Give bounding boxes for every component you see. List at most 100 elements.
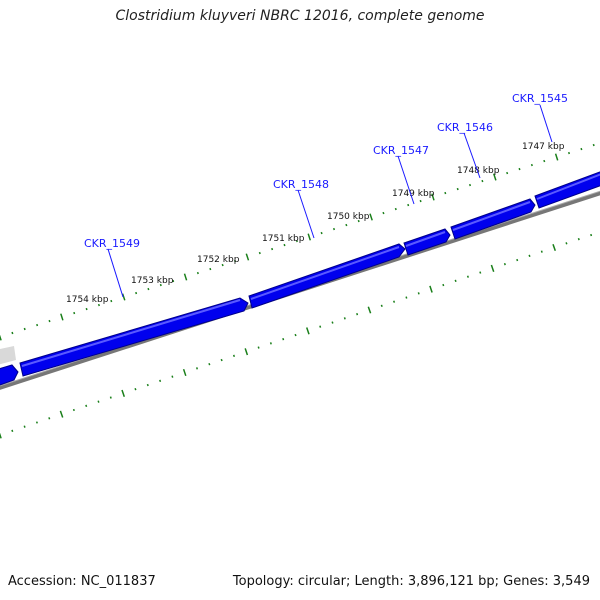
ruler-tick — [468, 183, 472, 187]
gene-label-ckr-1547[interactable]: CKR_1547 — [373, 144, 429, 157]
ruler-tick — [23, 327, 26, 331]
ruler-tick — [258, 251, 261, 255]
ruler-tick — [60, 313, 64, 321]
kbp-label-1748: 1748 kbp — [457, 166, 500, 176]
ruler-tick — [540, 250, 543, 253]
ruler-tick — [356, 312, 359, 316]
ruler-tick — [134, 387, 137, 391]
ruler-tick — [431, 193, 435, 201]
ruler-tick — [97, 303, 101, 307]
ruler-tick — [59, 410, 64, 418]
ruler-tick — [135, 291, 138, 295]
ruler-tick — [456, 187, 459, 191]
ruler-tick — [232, 354, 236, 358]
ruler-tick — [543, 159, 546, 163]
ruler-tick — [73, 311, 76, 315]
ruler-tick — [345, 223, 348, 227]
ruler-tick — [382, 211, 385, 215]
ruler-tick — [481, 179, 484, 183]
ruler-tick — [516, 258, 519, 262]
ruler-tick — [380, 304, 383, 308]
ruler-tick — [580, 147, 583, 151]
leader-ckr-1548 — [297, 189, 315, 239]
ruler-tick — [110, 299, 113, 303]
ruler-tick — [552, 243, 557, 252]
ruler-tick — [196, 271, 199, 275]
leader-ckr-1549 — [107, 248, 124, 298]
gene-ckr-1547[interactable] — [403, 228, 451, 256]
gene-grey[interactable] — [0, 346, 16, 365]
ruler-tick — [23, 425, 26, 428]
ruler-tick — [466, 275, 470, 278]
ruler-tick — [244, 348, 249, 356]
leader-ckr-1545 — [539, 104, 553, 143]
ruler-tick — [0, 334, 2, 341]
gene-ckr-1550[interactable] — [0, 364, 19, 386]
ruler-tick — [283, 243, 286, 247]
ruler-tick — [530, 163, 533, 167]
ruler-tick — [48, 417, 51, 420]
ruler-tick — [479, 271, 482, 274]
ruler-tick — [319, 325, 322, 328]
ruler-tick — [294, 333, 297, 337]
genome-stats-text: Topology: circular; Length: 3,896,121 bp… — [232, 574, 590, 589]
kbp-label-1753: 1753 kbp — [131, 276, 174, 286]
ruler-tick — [565, 242, 568, 245]
gene-ckr-1546[interactable] — [450, 198, 536, 240]
kbp-label-1752: 1752 kbp — [197, 255, 240, 265]
ruler-tick — [209, 267, 212, 271]
ruler-tick — [146, 383, 149, 387]
ruler-tick — [394, 207, 397, 211]
ruler-tick — [35, 421, 38, 424]
ruler-tick — [442, 283, 445, 287]
leader-ckr-1546 — [463, 132, 481, 179]
ruler-tick — [343, 317, 346, 320]
ruler-tick — [269, 342, 272, 345]
ruler-tick — [171, 375, 174, 378]
ruler-tick — [454, 279, 457, 283]
ruler-tick — [295, 239, 298, 243]
ruler-tick — [233, 259, 237, 263]
ruler-tick — [282, 337, 285, 341]
ruler-tick — [159, 379, 162, 383]
ruler-tick — [367, 306, 372, 314]
ruler-tick — [490, 264, 495, 272]
ruler-tick — [331, 321, 334, 324]
kbp-label-1747: 1747 kbp — [522, 142, 565, 152]
ruler-tick — [208, 362, 211, 366]
ruler-tick — [492, 173, 497, 181]
ruler-tick — [407, 203, 410, 207]
gene-label-ckr-1549[interactable]: CKR_1549 — [84, 237, 140, 250]
ruler-tick — [528, 254, 531, 258]
outer-tick-track — [0, 143, 595, 341]
kbp-label-1750: 1750 kbp — [327, 212, 370, 222]
ruler-tick — [72, 408, 75, 412]
ruler-tick — [567, 151, 571, 155]
gene-label-ckr-1545[interactable]: CKR_1545 — [512, 92, 568, 105]
inner-tick-track — [0, 233, 593, 439]
gene-label-ckr-1546[interactable]: CKR_1546 — [437, 121, 493, 134]
ruler-tick — [245, 253, 250, 261]
ruler-tick — [48, 319, 51, 323]
gene-ckr-1548[interactable] — [248, 243, 406, 309]
ruler-tick — [0, 432, 2, 439]
gene-ckr-1549[interactable] — [19, 297, 249, 377]
ruler-tick — [182, 368, 187, 377]
gene-label-ckr-1548[interactable]: CKR_1548 — [273, 178, 329, 191]
ruler-tick — [97, 400, 100, 403]
ruler-tick — [592, 143, 595, 147]
ruler-tick — [417, 292, 420, 295]
ruler-tick — [405, 296, 408, 299]
ruler-tick — [172, 279, 175, 283]
ruler-tick — [332, 227, 336, 231]
ruler-tick — [429, 285, 433, 293]
kbp-label-1749: 1749 kbp — [392, 189, 435, 199]
ruler-tick — [506, 171, 509, 175]
ruler-tick — [554, 153, 559, 161]
ruler-tick — [36, 323, 39, 327]
ruler-tick — [305, 327, 310, 335]
ruler-tick — [357, 219, 360, 223]
ruler-tick — [369, 213, 373, 221]
leader-ckr-1547 — [397, 155, 415, 205]
